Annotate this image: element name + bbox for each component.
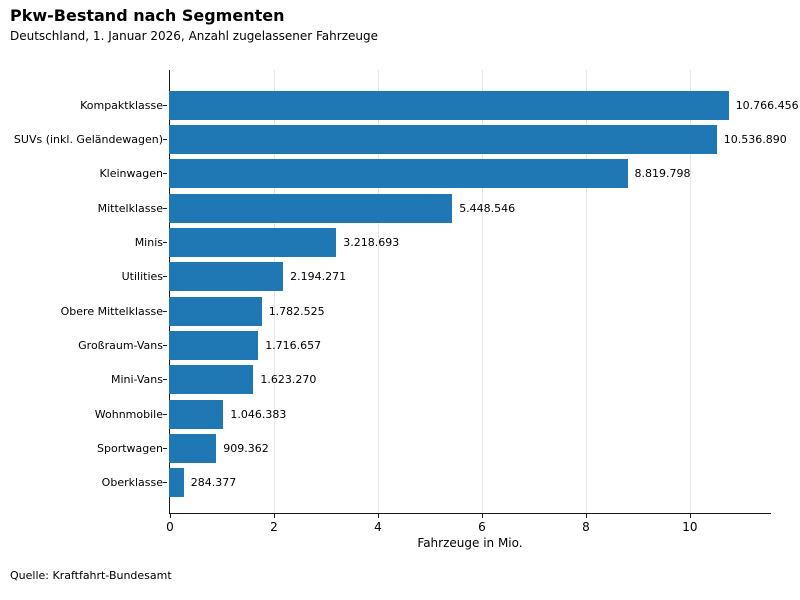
y-tick [163, 207, 167, 209]
gridline [481, 70, 483, 513]
category-label: Utilities [121, 270, 163, 284]
bar [169, 330, 259, 360]
gridline [585, 70, 587, 513]
x-tick [689, 514, 691, 518]
category-label: Kleinwagen [99, 167, 163, 181]
bar-row: Großraum-Vans 1.716.657 [0, 328, 800, 362]
x-tick [377, 514, 379, 518]
bar [169, 399, 224, 429]
y-tick [163, 482, 167, 484]
y-tick [163, 173, 167, 175]
chart-title: Pkw-Bestand nach Segmenten [10, 6, 285, 25]
category-label: Oberklasse [101, 476, 163, 490]
x-tick-label: 8 [582, 520, 590, 534]
value-label: 8.819.798 [634, 167, 691, 181]
chart-subtitle: Deutschland, 1. Januar 2026, Anzahl zuge… [10, 29, 378, 43]
bar [169, 365, 254, 395]
bar-row: Kompaktklasse 10.766.456 [0, 88, 800, 122]
y-tick [163, 344, 167, 347]
bar-row: Sportwagen 909.362 [0, 431, 800, 465]
y-tick [163, 241, 167, 244]
bar [169, 193, 453, 223]
value-label: 2.194.271 [290, 270, 347, 284]
value-label: 284.377 [190, 476, 237, 490]
value-label: 5.448.546 [459, 201, 516, 215]
bar-row: Mini-Vans 1.623.270 [0, 363, 800, 397]
y-tick [163, 447, 167, 450]
bar-row: Kleinwagen 8.819.798 [0, 157, 800, 191]
bar [169, 124, 717, 154]
bar-row: Utilities 2.194.271 [0, 260, 800, 294]
y-tick [163, 413, 167, 415]
category-label: Sportwagen [97, 441, 163, 455]
x-tick [274, 514, 275, 518]
bar-row: Minis 3.218.693 [0, 225, 800, 259]
y-tick [163, 104, 167, 106]
plot-area: 0 2 4 6 8 10 [166, 70, 771, 534]
category-label: Mittelklasse [97, 201, 163, 215]
x-tick [170, 514, 171, 518]
x-tick-label: 2 [270, 520, 278, 534]
y-tick [163, 276, 167, 278]
value-label: 1.716.657 [265, 338, 322, 352]
bar-row: Wohnmobile 1.046.383 [0, 397, 800, 431]
bar-rows: Kompaktklasse 10.766.456 SUVs (inkl. Gel… [0, 88, 800, 500]
chart-area: 0 2 4 6 8 10 Kompaktklasse 10.766.456 SUVs (i… [0, 70, 800, 560]
category-label: Kompaktklasse [80, 98, 163, 112]
category-label: Minis [134, 235, 163, 249]
value-label: 909.362 [223, 441, 269, 455]
bar-row: Obere Mittelklasse 1.782.525 [0, 294, 800, 328]
value-label: 10.766.456 [735, 98, 799, 112]
category-label: SUVs (inkl. Geländewagen) [13, 132, 163, 146]
bar [169, 159, 628, 189]
bar [169, 227, 337, 257]
value-label: 1.623.270 [260, 373, 317, 387]
x-tick-label: 10 [682, 520, 698, 534]
value-label: 1.782.525 [268, 304, 325, 318]
value-label: 3.218.693 [343, 235, 400, 249]
x-axis-title: Fahrzeuge in Mio. [417, 536, 523, 550]
source-note: Quelle: Kraftfahrt-Bundesamt [10, 569, 172, 582]
gridline [274, 70, 275, 513]
x-tick-label: 6 [478, 520, 486, 534]
x-tick [585, 514, 587, 518]
y-tick [163, 310, 167, 312]
value-label: 10.536.890 [723, 132, 787, 146]
bar [169, 90, 729, 120]
value-label: 1.046.383 [230, 407, 287, 421]
x-tick-label: 0 [166, 520, 174, 534]
bar [169, 468, 184, 498]
y-tick [163, 379, 167, 381]
y-tick [163, 138, 167, 141]
gridline [377, 70, 379, 513]
bar-row: Mittelklasse 5.448.546 [0, 191, 800, 225]
category-label: Mini-Vans [110, 373, 163, 387]
category-label: Großraum-Vans [78, 338, 163, 352]
bar-row: Oberklasse 284.377 [0, 466, 800, 500]
bar [169, 433, 217, 463]
x-tick [481, 514, 483, 518]
gridline [689, 70, 691, 513]
category-label: Wohnmobile [94, 407, 163, 421]
bar [169, 262, 284, 292]
bar-row: SUVs (inkl. Geländewagen) 10.536.890 [0, 122, 800, 156]
bar [169, 296, 262, 326]
x-tick-label: 4 [374, 520, 382, 534]
category-label: Obere Mittelklasse [60, 304, 163, 318]
